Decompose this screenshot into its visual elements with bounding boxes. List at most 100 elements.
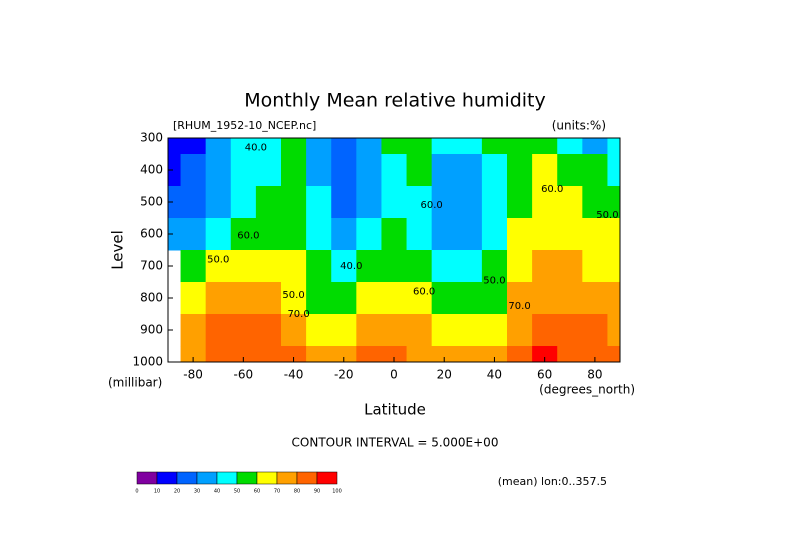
contour-cell — [582, 314, 608, 347]
contour-cell — [381, 186, 408, 219]
x-tick-label: 40 — [487, 368, 502, 382]
contour-cell — [281, 346, 307, 363]
contour-cell — [532, 138, 558, 155]
contour-cell — [255, 218, 282, 251]
contour-cell — [456, 218, 483, 251]
contour-cell — [306, 186, 332, 219]
contour-cell — [431, 346, 458, 363]
contour-cell — [381, 314, 408, 347]
y-tick-label: 700 — [140, 259, 163, 273]
contour-label: 60.0 — [237, 231, 259, 242]
contour-cell — [532, 154, 558, 187]
colorbar-swatch — [136, 471, 158, 485]
units: (units:%) — [552, 119, 606, 133]
contour-cell — [331, 218, 357, 251]
contour-cell — [281, 218, 307, 251]
contour-cell — [456, 282, 483, 315]
x-tick-label: -20 — [334, 368, 354, 382]
contour-cell — [381, 218, 408, 251]
contour-cell — [607, 314, 621, 347]
contour-cell — [205, 314, 232, 347]
contour-cell — [431, 154, 458, 187]
contour-cell — [507, 186, 533, 219]
contour-cell — [281, 138, 307, 155]
contour-cell — [481, 346, 508, 363]
y-tick-label: 800 — [140, 291, 163, 305]
contour-cell — [532, 314, 558, 347]
contour-cell — [255, 154, 282, 187]
contour-cell — [406, 314, 433, 347]
contour-label: 50.0 — [282, 290, 304, 301]
contour-cell — [281, 250, 307, 283]
contour-cell — [255, 346, 282, 363]
contour-cell — [582, 250, 608, 283]
contour-cell — [255, 314, 282, 347]
contour-cell — [557, 314, 583, 347]
contour-cell — [281, 154, 307, 187]
contour-cell — [306, 154, 332, 187]
contour-cell — [582, 186, 608, 219]
contour-cell — [306, 218, 332, 251]
contour-cell — [356, 154, 382, 187]
contour-cell — [406, 250, 433, 283]
contour-cell — [406, 186, 433, 219]
x-axis-unit: (degrees_north) — [539, 383, 635, 397]
colorbar-label: 40 — [214, 489, 220, 495]
contour-cell — [331, 138, 357, 155]
contour-cell — [255, 186, 282, 219]
y-tick-label: 900 — [140, 323, 163, 337]
contour-cell — [205, 186, 232, 219]
contour-cell — [180, 154, 207, 187]
colorbar-label: 20 — [174, 489, 180, 495]
subtitle: [RHUM_1952-10_NCEP.nc] — [173, 119, 316, 132]
contour-cell — [356, 218, 382, 251]
x-tick-label: 20 — [437, 368, 452, 382]
contour-cell — [356, 186, 382, 219]
contour-cell — [532, 186, 558, 219]
contour-cell — [168, 154, 182, 187]
contour-cell — [168, 186, 182, 219]
contour-cell — [306, 250, 332, 283]
contour-cell — [356, 138, 382, 155]
contour-cell — [481, 314, 508, 347]
x-tick-label: -60 — [234, 368, 254, 382]
contour-label: 40.0 — [245, 143, 267, 154]
contour-cell — [456, 314, 483, 347]
contour-cell — [532, 218, 558, 251]
contour-cell — [205, 250, 232, 283]
contour-field — [168, 138, 621, 363]
contour-cell — [582, 154, 608, 187]
contour-label: 50.0 — [483, 275, 505, 286]
contour-cell — [281, 282, 307, 315]
contour-cell — [281, 314, 307, 347]
colorbar-label: 80 — [294, 489, 300, 495]
contour-label: 70.0 — [508, 301, 530, 312]
x-tick-label: -80 — [183, 368, 203, 382]
contour-cell — [180, 186, 207, 219]
contour-cell — [507, 250, 533, 283]
contour-cell — [381, 346, 408, 363]
contour-label: 60.0 — [413, 287, 435, 298]
contour-label: 60.0 — [541, 184, 563, 195]
contour-cell — [205, 346, 232, 363]
contour-cell — [507, 154, 533, 187]
contour-cell — [481, 138, 508, 155]
contour-cell — [582, 218, 608, 251]
contour-cell — [180, 138, 207, 155]
y-tick-label: 600 — [140, 227, 163, 241]
y-axis-title: Level — [109, 230, 127, 270]
contour-cell — [557, 282, 583, 315]
contour-cell — [507, 138, 533, 155]
contour-cell — [456, 154, 483, 187]
y-axis-unit: (millibar) — [108, 376, 162, 390]
contour-cell — [356, 346, 382, 363]
x-tick-label: 80 — [587, 368, 602, 382]
contour-cell — [230, 154, 257, 187]
contour-cell — [431, 250, 458, 283]
contour-cell — [230, 250, 257, 283]
x-tick-label: -40 — [284, 368, 304, 382]
contour-cell — [607, 346, 621, 363]
contour-cell — [406, 138, 433, 155]
contour-cell — [507, 346, 533, 363]
